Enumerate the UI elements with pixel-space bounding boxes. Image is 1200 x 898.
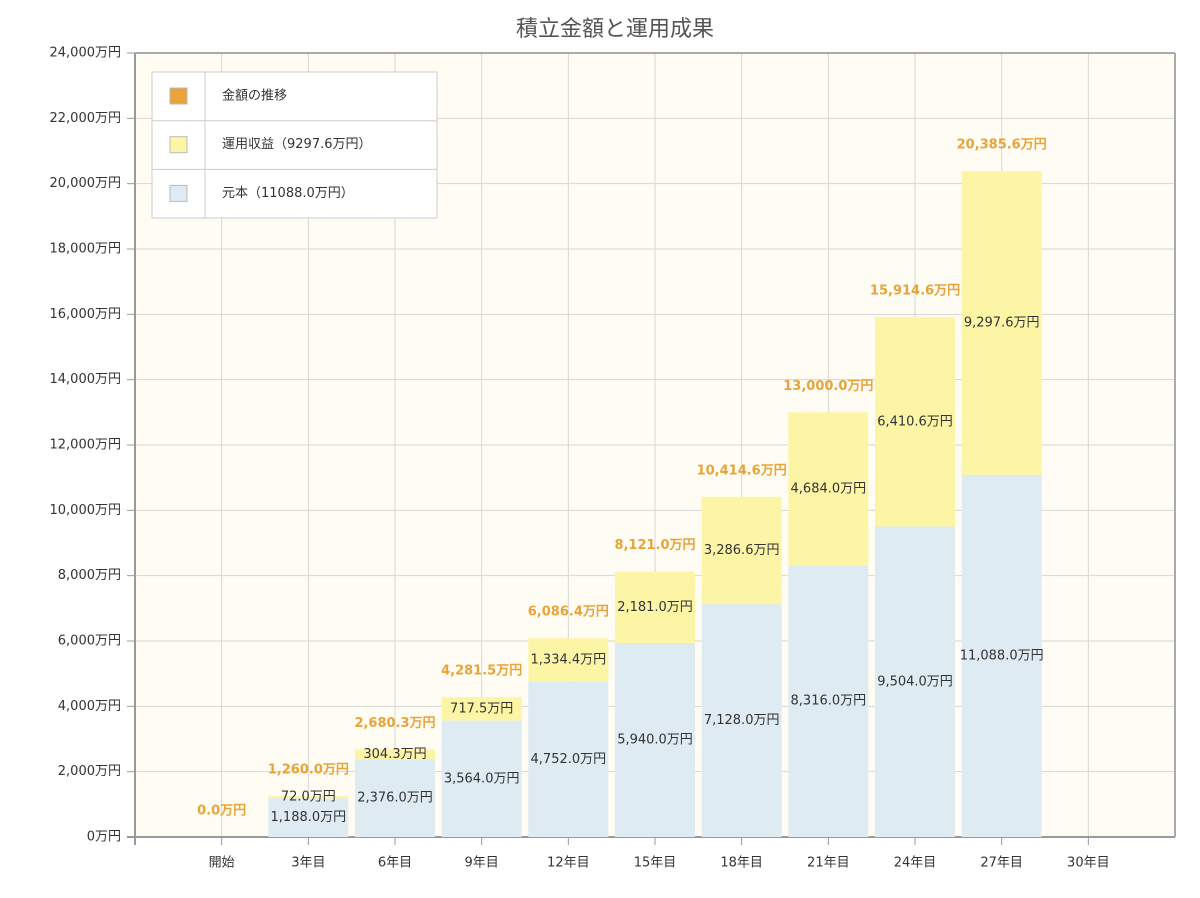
total-label: 6,086.4万円	[528, 605, 609, 620]
total-label: 20,385.6万円	[957, 138, 1047, 153]
total-label: 13,000.0万円	[783, 379, 873, 394]
bar-segment	[961, 171, 1042, 475]
bar-segment	[268, 798, 349, 837]
legend-label: 元本（11088.0万円）	[222, 186, 354, 201]
value-label: 1,188.0万円	[271, 810, 347, 825]
y-tick-label: 16,000万円	[50, 307, 122, 322]
value-label: 3,564.0万円	[444, 771, 520, 786]
bar-segment	[268, 795, 349, 799]
value-label: 8,316.0万円	[791, 694, 867, 709]
chart-title: 積立金額と運用成果	[516, 17, 714, 42]
value-label: 2,376.0万円	[357, 791, 433, 806]
y-tick-label: 18,000万円	[50, 242, 122, 257]
value-label: 6,410.6万円	[877, 414, 953, 429]
y-tick-label: 8,000万円	[58, 568, 121, 583]
y-tick-label: 6,000万円	[58, 634, 121, 649]
value-label: 72.0万円	[281, 790, 336, 805]
y-tick-label: 22,000万円	[50, 111, 122, 126]
bar-segment	[961, 474, 1042, 837]
x-tick-label: 18年目	[720, 856, 763, 871]
bar-segment	[355, 759, 435, 837]
x-tick-label: 24年目	[894, 856, 937, 871]
legend-swatch	[169, 87, 188, 105]
bar-segment	[615, 642, 695, 837]
x-tick-label: 30年目	[1067, 856, 1110, 871]
y-tick-label: 12,000万円	[50, 438, 122, 453]
value-label: 9,297.6万円	[964, 315, 1040, 330]
total-label: 4,281.5万円	[441, 664, 522, 679]
value-label: 2,181.0万円	[617, 600, 693, 615]
legend-box	[151, 71, 438, 219]
legend-label: 金額の推移	[222, 88, 287, 104]
y-tick-label: 10,000万円	[50, 503, 122, 518]
total-label: 15,914.6万円	[870, 284, 960, 299]
y-tick-label: 24,000万円	[50, 46, 122, 61]
x-tick-label: 3年目	[291, 856, 325, 871]
x-tick-label: 27年目	[980, 856, 1023, 871]
value-label: 3,286.6万円	[704, 543, 780, 558]
bar-segment	[528, 681, 609, 837]
bar-segment	[441, 720, 522, 837]
bar-segment	[441, 697, 522, 721]
x-tick-label: 15年目	[634, 856, 677, 871]
legend-swatch	[169, 184, 188, 202]
bar-segment	[788, 565, 869, 837]
y-tick-label: 4,000万円	[58, 699, 121, 714]
value-label: 9,504.0万円	[877, 674, 953, 689]
value-label: 4,684.0万円	[791, 481, 867, 496]
bar-segment	[355, 749, 435, 760]
bar-segment	[701, 496, 782, 605]
value-label: 4,752.0万円	[531, 752, 607, 767]
value-label: 11,088.0万円	[960, 648, 1044, 663]
y-tick-label: 0万円	[87, 830, 121, 845]
bar-segment	[875, 526, 955, 837]
value-label: 7,128.0万円	[704, 713, 780, 728]
x-tick-label: 9年目	[465, 856, 499, 871]
value-label: 717.5万円	[450, 701, 513, 716]
bar-segment	[701, 604, 782, 837]
bar-segment	[875, 317, 955, 527]
total-label: 1,260.0万円	[268, 762, 349, 777]
bar-segment	[615, 571, 695, 643]
x-tick-label: 開始	[209, 856, 235, 871]
legend-label: 運用収益（9297.6万円）	[222, 137, 372, 152]
bar-segment	[788, 412, 869, 566]
total-label: 2,680.3万円	[354, 716, 435, 731]
y-tick-label: 2,000万円	[58, 764, 121, 779]
total-label: 8,121.0万円	[614, 538, 695, 553]
value-label: 5,940.0万円	[617, 732, 693, 747]
y-tick-label: 14,000万円	[50, 372, 122, 387]
x-tick-label: 12年目	[547, 856, 590, 871]
y-tick-label: 20,000万円	[50, 176, 122, 191]
x-tick-label: 21年目	[807, 856, 850, 871]
total-label: 10,414.6万円	[697, 463, 787, 478]
bar-segment	[528, 638, 609, 682]
value-label: 1,334.4万円	[531, 652, 607, 667]
legend-swatch	[169, 136, 188, 154]
total-label: 0.0万円	[197, 804, 246, 819]
value-label: 304.3万円	[363, 747, 426, 762]
x-tick-label: 6年目	[378, 856, 412, 871]
